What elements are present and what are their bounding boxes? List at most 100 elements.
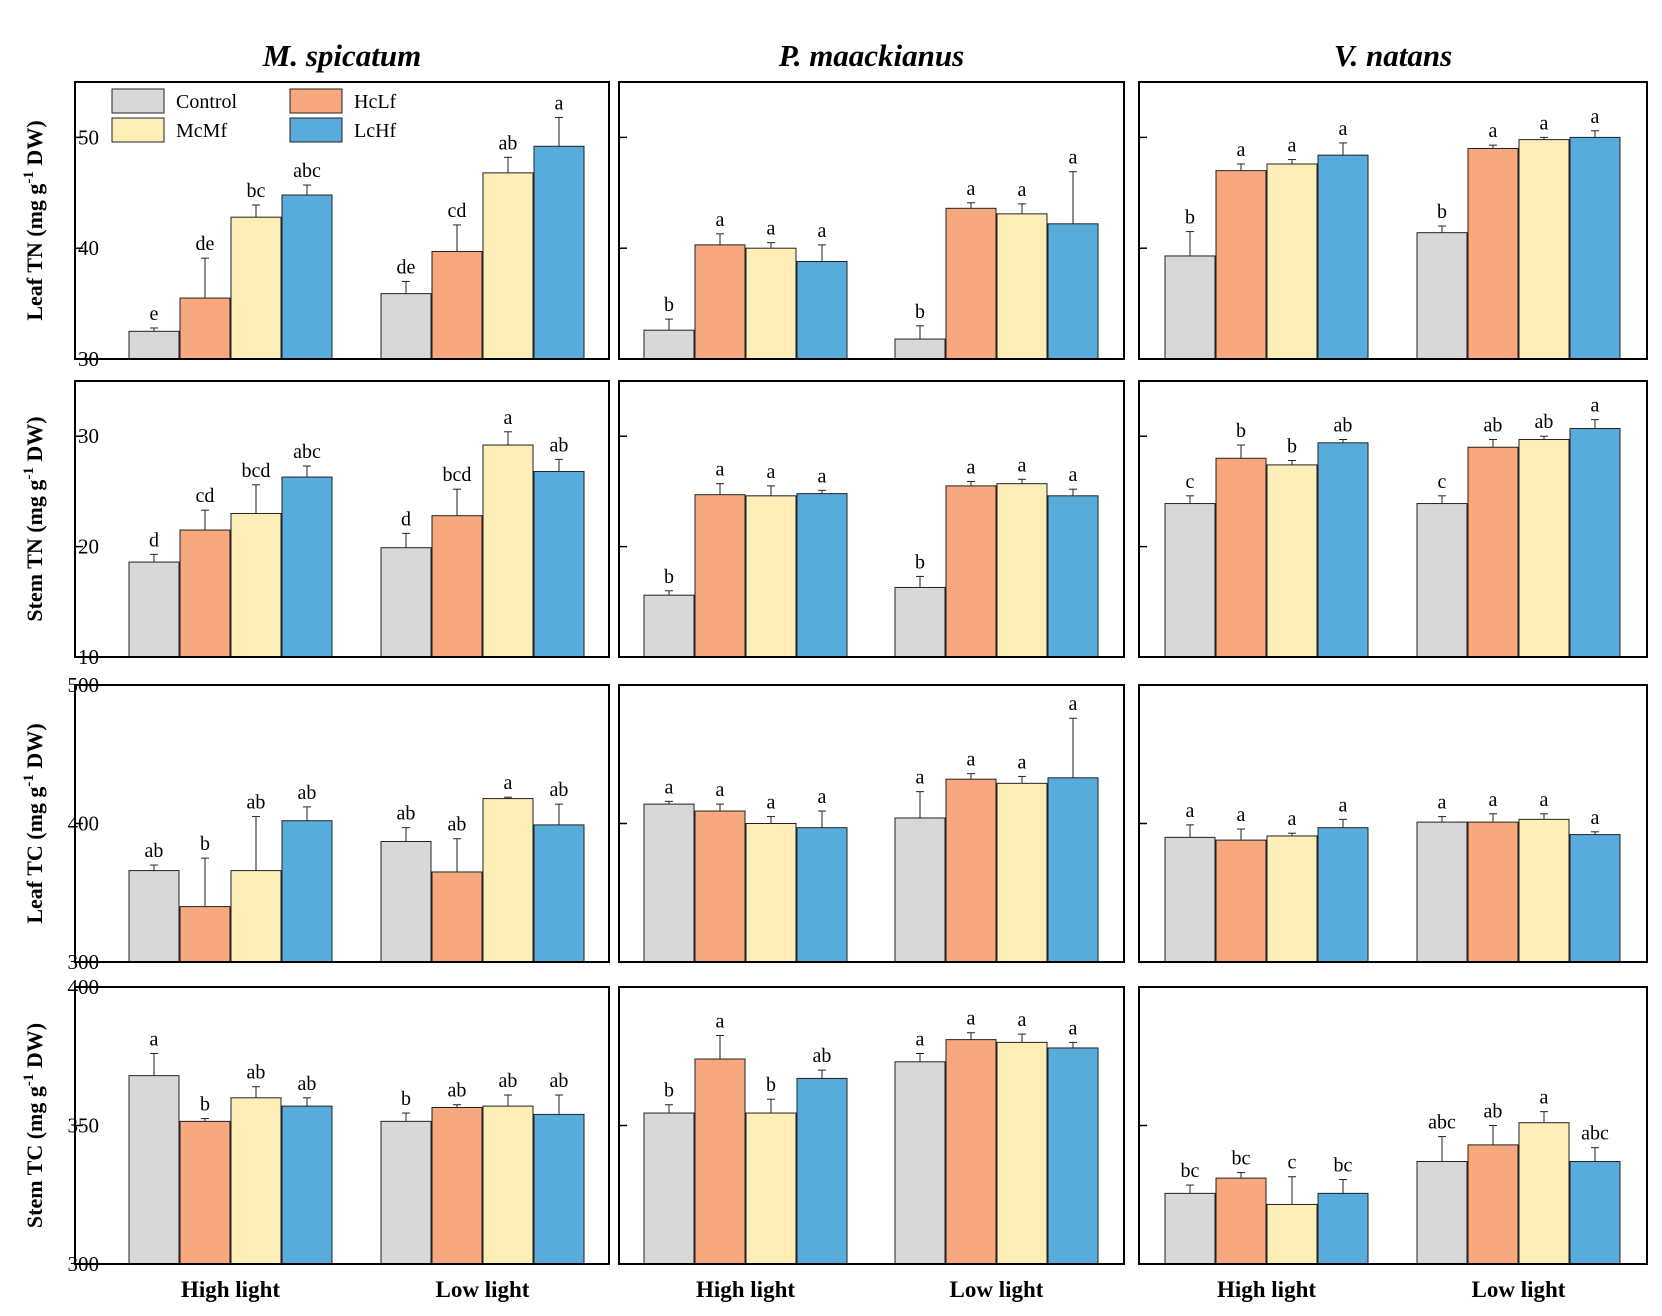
bar (380, 547, 432, 658)
group-label: Low light (950, 1277, 1044, 1302)
significance-label: c (1288, 1152, 1297, 1174)
bar (694, 244, 746, 360)
significance-label: ab (550, 434, 569, 456)
panel-frame (1138, 380, 1648, 658)
bar (533, 145, 585, 360)
significance-label: a (1438, 792, 1447, 814)
bar (1467, 147, 1519, 360)
significance-label: ab (813, 1045, 832, 1067)
bar (796, 827, 848, 963)
significance-label: a (1237, 139, 1246, 161)
bar (1215, 457, 1267, 658)
significance-label: de (397, 256, 416, 278)
bar (431, 515, 483, 658)
panel: b a a a b a a a (1138, 81, 1648, 360)
significance-label: a (916, 1028, 925, 1050)
bar (945, 207, 997, 360)
significance-label: ab (499, 132, 518, 154)
significance-label: abc (1581, 1123, 1609, 1145)
significance-label: ab (499, 1070, 518, 1092)
bar (431, 871, 483, 963)
bar (1047, 495, 1099, 658)
panel-frame (74, 81, 610, 360)
bar (1416, 1161, 1468, 1265)
significance-label: ab (550, 779, 569, 801)
significance-label: de (196, 233, 215, 255)
panel-frame (618, 986, 1125, 1265)
panel-frame (74, 684, 610, 963)
bar (281, 820, 333, 963)
bar (996, 1041, 1048, 1265)
bar (996, 483, 1048, 658)
bar (1266, 464, 1318, 658)
significance-label: b (200, 1094, 210, 1116)
bar (1518, 1122, 1570, 1265)
significance-label: ab (247, 792, 266, 814)
significance-label: a (150, 1028, 159, 1050)
panel-title: M. spicatum (262, 38, 421, 73)
significance-label: c (1186, 471, 1195, 493)
y-tick-label: 50 (78, 125, 99, 149)
panel: c b b ab c ab ab a (1138, 380, 1648, 658)
legend: Control HcLf McMf LcHf (111, 88, 397, 143)
bar (1467, 1144, 1519, 1265)
significance-label: ab (1535, 411, 1554, 433)
bar (1215, 170, 1267, 360)
bar (745, 1112, 797, 1265)
bar (1317, 1192, 1369, 1265)
significance-label: ab (1334, 415, 1353, 437)
bar (179, 906, 231, 963)
significance-label: a (1069, 147, 1078, 169)
bar (1164, 1192, 1216, 1265)
bar (1266, 1203, 1318, 1265)
significance-label: abc (293, 441, 321, 463)
significance-label: ab (1484, 1101, 1503, 1123)
significance-label: a (1018, 179, 1027, 201)
significance-label: a (1591, 807, 1600, 829)
legend-swatch (111, 88, 165, 114)
significance-label: a (1018, 1009, 1027, 1031)
significance-label: ab (298, 1073, 317, 1095)
significance-label: b (1437, 201, 1447, 223)
panel: bc bc c bc abc ab a abc (1138, 986, 1648, 1265)
bar (533, 824, 585, 963)
significance-label: ab (448, 814, 467, 836)
significance-label: b (401, 1088, 411, 1110)
significance-label: ab (397, 803, 416, 825)
bar (230, 216, 282, 360)
bar (179, 1120, 231, 1265)
bar (1164, 255, 1216, 360)
significance-label: abc (293, 160, 321, 182)
significance-label: bc (1334, 1155, 1353, 1177)
panel-title: P. maackianus (778, 38, 964, 73)
bar (482, 798, 534, 963)
bar (1047, 777, 1099, 963)
significance-label: d (401, 508, 411, 530)
bar (1569, 427, 1621, 658)
group-label: Low light (1472, 1277, 1566, 1302)
bar (179, 529, 231, 658)
y-tick-label: 350 (68, 1114, 100, 1138)
bar (533, 471, 585, 658)
y-axis-label: Stem TN (mg g-1 DW) (21, 416, 47, 621)
significance-label: a (1018, 751, 1027, 773)
y-tick-label: 40 (78, 236, 99, 260)
panel-frame (1138, 986, 1648, 1265)
legend-label: HcLf (354, 91, 397, 113)
significance-label: a (818, 786, 827, 808)
panel: b a a a b a a a (618, 81, 1125, 360)
bar (894, 586, 946, 658)
significance-label: a (1069, 1017, 1078, 1039)
bar (1266, 835, 1318, 963)
significance-label: a (967, 178, 976, 200)
bar (945, 1039, 997, 1265)
significance-label: a (716, 779, 725, 801)
bar (894, 338, 946, 360)
bar (230, 1097, 282, 1265)
bar (1164, 503, 1216, 658)
legend-swatch (289, 88, 343, 114)
bar (128, 1075, 180, 1265)
bar (643, 329, 695, 360)
